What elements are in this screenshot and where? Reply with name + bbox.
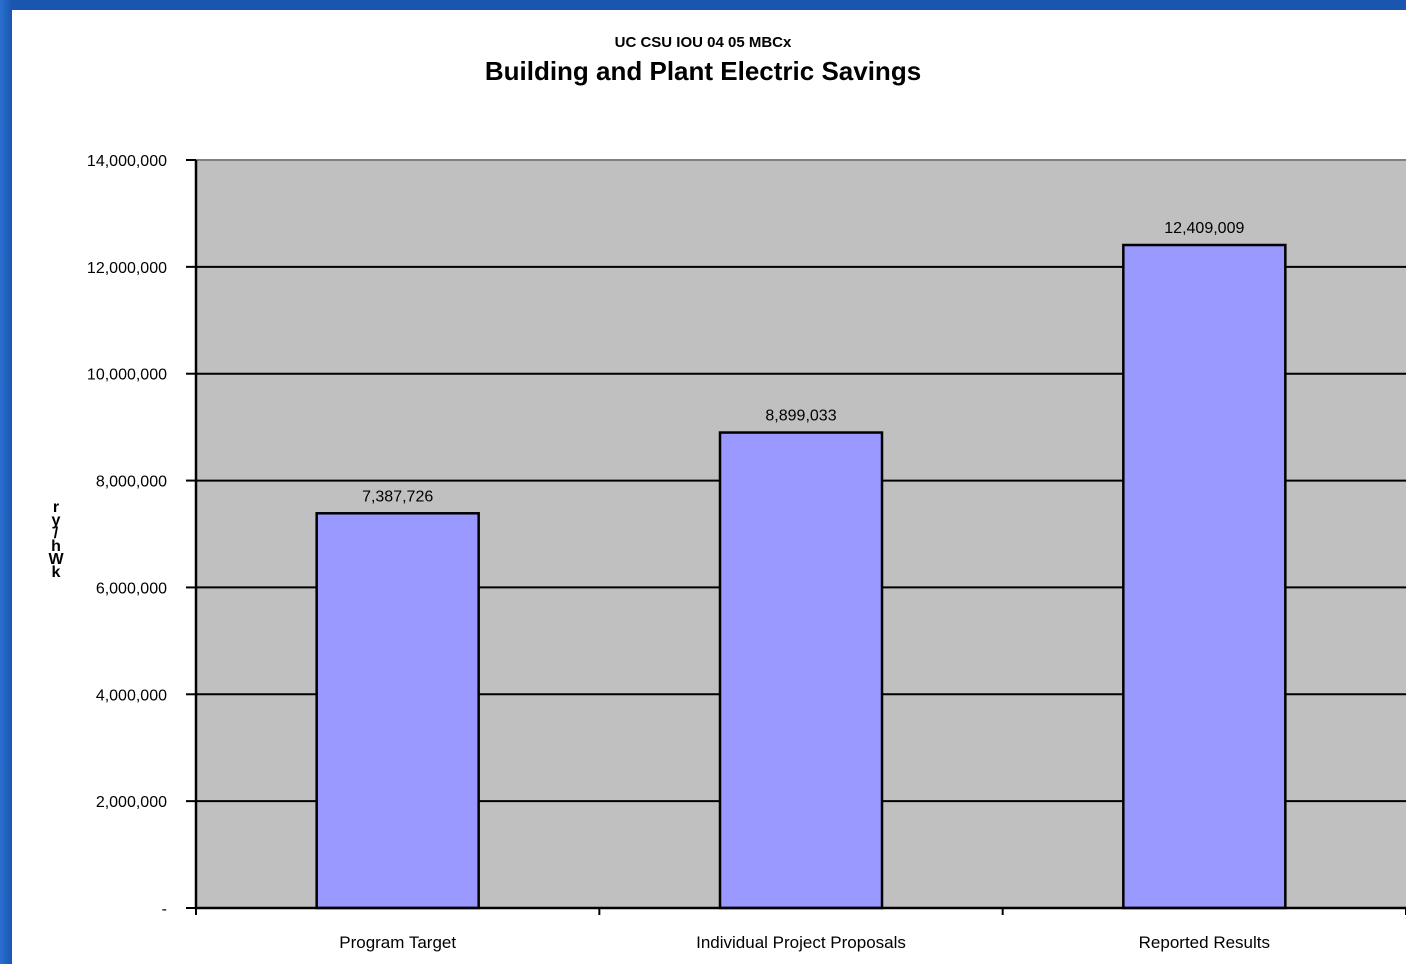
bar (315, 512, 480, 910)
y-tick-label: - (162, 901, 167, 918)
y-axis-label-char: r (53, 499, 59, 516)
y-axis-label-char: h (51, 538, 61, 555)
y-tick-label: 10,000,000 (87, 367, 167, 384)
data-label: 8,899,033 (765, 408, 836, 425)
y-axis-label: ry/hWk (48, 499, 64, 581)
bar (1122, 243, 1287, 910)
x-tick-label: Individual Project Proposals (696, 933, 906, 952)
y-tick-label: 14,000,000 (87, 153, 167, 170)
y-tick-label: 2,000,000 (96, 794, 167, 811)
y-axis-label-char: W (48, 551, 64, 568)
data-label: 12,409,009 (1164, 220, 1244, 237)
y-tick-label: 6,000,000 (96, 580, 167, 597)
bar (718, 431, 884, 910)
y-axis-label-char: / (54, 525, 59, 542)
y-tick-label: 8,000,000 (96, 474, 167, 491)
data-label: 7,387,726 (362, 488, 433, 505)
y-tick-label: 12,000,000 (87, 260, 167, 277)
y-axis-label-char: k (52, 564, 61, 581)
x-tick-label: Program Target (339, 933, 456, 952)
y-tick-label: 4,000,000 (96, 687, 167, 704)
y-axis-label-char: y (52, 512, 61, 529)
x-tick-label: Reported Results (1139, 933, 1270, 952)
